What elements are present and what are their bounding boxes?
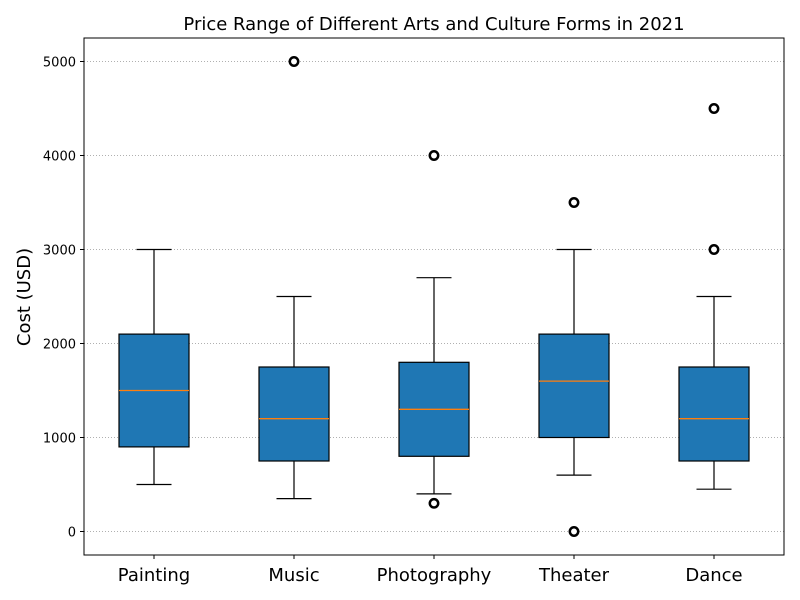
x-axis-ticks: Painting Music Photography Theater Dance bbox=[118, 555, 743, 586]
outlier-point bbox=[428, 150, 440, 161]
outlier-point bbox=[428, 497, 440, 509]
y-tick-label: 1000 bbox=[43, 432, 76, 447]
box-theater bbox=[538, 197, 610, 537]
box-dance bbox=[678, 103, 750, 490]
outlier-point bbox=[288, 56, 300, 67]
y-axis-ticks: 0 1000 2000 3000 4000 5000 bbox=[43, 56, 84, 541]
chart-title: Price Range of Different Arts and Cultur… bbox=[183, 14, 684, 35]
iqr-box bbox=[678, 366, 750, 462]
box-music bbox=[258, 56, 330, 500]
outlier-point bbox=[708, 103, 720, 114]
iqr-box bbox=[538, 333, 610, 439]
y-tick-label: 2000 bbox=[43, 338, 76, 353]
outlier-point bbox=[708, 244, 720, 255]
outlier-point bbox=[568, 526, 580, 537]
box-painting bbox=[118, 248, 190, 486]
x-tick-label: Theater bbox=[538, 565, 610, 586]
x-tick-label: Photography bbox=[377, 565, 492, 586]
y-axis-label: Cost (USD) bbox=[14, 248, 35, 346]
y-tick-label: 5000 bbox=[43, 56, 76, 71]
x-tick-label: Music bbox=[268, 565, 319, 586]
boxes-group bbox=[118, 56, 750, 537]
y-tick-label: 4000 bbox=[43, 150, 76, 165]
box-photography bbox=[398, 150, 470, 509]
y-tick-label: 3000 bbox=[43, 244, 76, 259]
y-tick-label: 0 bbox=[68, 526, 76, 541]
x-tick-label: Painting bbox=[118, 565, 190, 586]
x-tick-label: Dance bbox=[685, 565, 742, 586]
iqr-box bbox=[258, 366, 330, 462]
outlier-point bbox=[568, 197, 580, 208]
